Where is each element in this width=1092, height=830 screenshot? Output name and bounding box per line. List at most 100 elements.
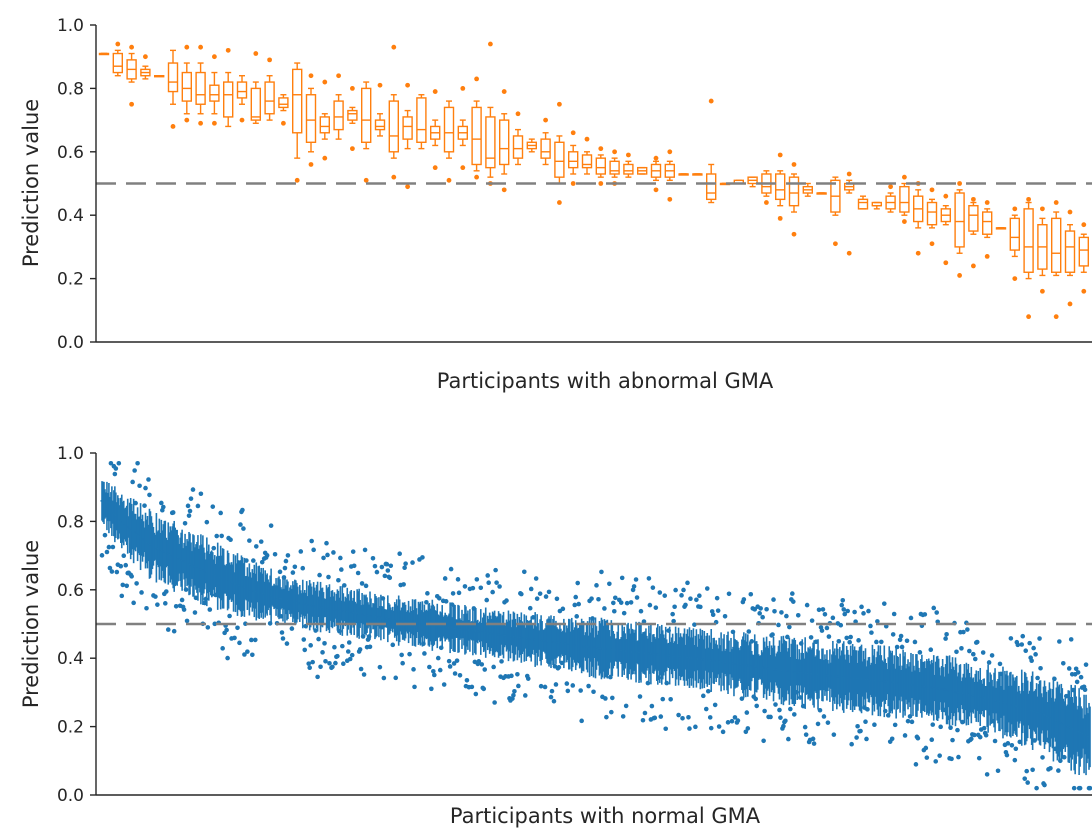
- outlier-point: [570, 683, 576, 688]
- box-plot: [959, 646, 964, 706]
- box-plot: [1025, 680, 1030, 785]
- box-plot: [99, 481, 105, 558]
- outlier-point: [327, 660, 332, 666]
- y-tick-label: 1.0: [57, 16, 84, 36]
- box-plot: [609, 149, 620, 186]
- outlier-point: [521, 569, 527, 575]
- outlier-point: [864, 736, 869, 742]
- box-plot: [668, 641, 673, 702]
- outlier-point: [970, 651, 976, 657]
- abnormal-x-axis-label: Participants with abnormal GMA: [437, 369, 774, 393]
- box-plot: [595, 146, 606, 186]
- box-plot: [1073, 666, 1079, 764]
- outlier-point: [848, 634, 853, 640]
- outlier-point: [676, 712, 681, 718]
- outlier-point: [854, 735, 859, 740]
- outlier-point: [800, 703, 806, 709]
- box-plot: [482, 614, 488, 672]
- box-plot: [441, 615, 447, 687]
- outlier-point: [447, 664, 453, 669]
- box-plot: [568, 130, 579, 186]
- box-plot: [777, 640, 782, 713]
- outlier-point: [184, 44, 190, 50]
- outlier-point: [129, 101, 135, 107]
- outlier-point: [429, 686, 434, 692]
- outlier-point: [787, 624, 792, 630]
- outlier-point: [1020, 633, 1026, 639]
- outlier-point: [904, 638, 910, 644]
- box-plot: [1060, 660, 1066, 750]
- box-iqr: [374, 119, 386, 131]
- box-plot: [289, 588, 295, 631]
- outlier-point: [986, 660, 992, 665]
- box-plot: [209, 54, 220, 126]
- outlier-point: [436, 595, 442, 601]
- outlier-point: [791, 599, 796, 604]
- outlier-point: [1087, 785, 1092, 791]
- outlier-point: [698, 604, 703, 610]
- box-plot: [926, 187, 938, 247]
- outlier-point: [300, 565, 306, 571]
- outlier-point: [525, 676, 531, 681]
- box-plot: [706, 98, 717, 204]
- outlier-point: [147, 492, 152, 498]
- outlier-point: [1015, 642, 1021, 648]
- outlier-point: [810, 736, 816, 742]
- box-plot: [183, 545, 189, 592]
- box-plot: [218, 510, 223, 610]
- outlier-point: [710, 612, 716, 617]
- box-plot: [292, 564, 298, 625]
- box-plot: [875, 619, 880, 710]
- outlier-point: [726, 591, 732, 597]
- outlier-point: [610, 695, 615, 701]
- box-plot: [623, 639, 629, 709]
- outlier-point: [340, 643, 345, 649]
- outlier-point: [570, 181, 576, 186]
- outlier-point: [153, 594, 158, 599]
- outlier-point: [1081, 288, 1087, 294]
- outlier-point: [307, 665, 312, 670]
- outlier-point: [441, 682, 447, 687]
- outlier-point: [875, 619, 880, 624]
- outlier-point: [320, 650, 325, 655]
- outlier-point: [391, 44, 397, 50]
- outlier-point: [894, 644, 900, 650]
- outlier-point: [249, 637, 254, 643]
- outlier-point: [432, 672, 437, 678]
- outlier-point: [641, 619, 647, 624]
- outlier-point: [748, 591, 754, 597]
- outlier-point: [298, 549, 304, 554]
- box-plot: [471, 76, 482, 180]
- box-iqr: [112, 52, 124, 74]
- outlier-point: [575, 580, 581, 586]
- outlier-point: [1022, 776, 1028, 781]
- outlier-point: [144, 605, 149, 611]
- outlier-point: [306, 661, 311, 666]
- outlier-point: [120, 582, 126, 588]
- outlier-point: [400, 660, 405, 666]
- box-iqr: [333, 100, 344, 131]
- outlier-point: [490, 589, 495, 595]
- outlier-point: [1012, 757, 1018, 763]
- outlier-point: [849, 741, 854, 747]
- box-plot: [347, 86, 358, 152]
- box-iqr: [775, 173, 786, 201]
- outlier-point: [630, 587, 636, 593]
- outlier-point: [634, 595, 640, 600]
- outlier-point: [771, 597, 776, 602]
- box-plot: [1024, 676, 1030, 774]
- box-plot: [533, 576, 539, 654]
- outlier-point: [219, 533, 224, 539]
- box-plot: [347, 591, 353, 662]
- outlier-point: [811, 741, 817, 746]
- box-plot: [633, 577, 639, 683]
- y-tick-label: 0.6: [57, 143, 84, 163]
- outlier-point: [1061, 754, 1067, 760]
- outlier-point: [437, 667, 443, 673]
- outlier-point: [267, 57, 272, 63]
- outlier-point: [821, 714, 827, 719]
- outlier-point: [594, 583, 599, 588]
- outlier-point: [708, 98, 714, 104]
- outlier-point: [435, 655, 441, 661]
- outlier-point: [391, 174, 397, 180]
